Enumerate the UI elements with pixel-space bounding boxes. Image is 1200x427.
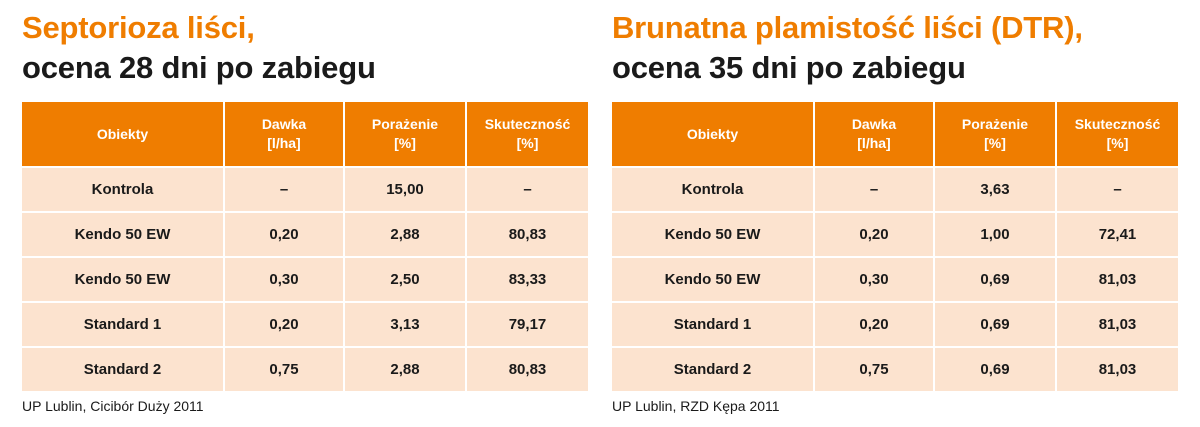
cell-skutecznosc: 81,03 (1056, 346, 1178, 391)
panel-subtitle: ocena 35 dni po zabiegu (612, 50, 966, 85)
header-unit: [l/ha] (857, 135, 891, 151)
source-note: UP Lublin, RZD Kępa 2011 (612, 398, 780, 414)
panel-subtitle: ocena 28 dni po zabiegu (22, 50, 376, 85)
cell-dawka: 0,20 (814, 211, 935, 257)
table-row: Standard 1 0,20 0,69 81,03 (612, 301, 1178, 347)
cell-obiekt: Standard 2 (612, 346, 815, 391)
header-obiekty: Obiekty (22, 102, 225, 167)
header-label: Skuteczność (484, 116, 571, 132)
header-label: Porażenie (371, 116, 439, 132)
panel-title: Brunatna plamistość liści (DTR), (612, 10, 1083, 45)
header-row: Obiekty Dawka [l/ha] Porażenie [%] Skutecz… (22, 102, 588, 167)
cell-skutecznosc: 81,03 (1056, 256, 1178, 302)
header-label: Dawka (851, 116, 897, 132)
table-row: Standard 2 0,75 0,69 81,03 (612, 346, 1178, 391)
cell-skutecznosc: – (466, 166, 588, 212)
cell-skutecznosc: 81,03 (1056, 301, 1178, 347)
cell-skutecznosc: 72,41 (1056, 211, 1178, 257)
cell-obiekt: Kontrola (612, 166, 815, 212)
header-dawka: Dawka [l/ha] (814, 102, 935, 167)
table-row: Kendo 50 EW 0,30 0,69 81,03 (612, 256, 1178, 302)
header-porazenie: Porażenie [%] (344, 102, 467, 167)
table-row: Kendo 50 EW 0,20 2,88 80,83 (22, 211, 588, 257)
cell-skutecznosc: 79,17 (466, 301, 588, 347)
cell-dawka: 0,75 (814, 346, 935, 391)
cell-porazenie: 2,88 (344, 346, 467, 391)
panel-title: Septorioza liści, (22, 10, 255, 45)
cell-porazenie: 1,00 (934, 211, 1057, 257)
table-row: Kontrola – 3,63 – (612, 166, 1178, 212)
cell-obiekt: Standard 1 (612, 301, 815, 347)
header-unit: [l/ha] (267, 135, 301, 151)
results-table: Obiekty Dawka [l/ha] Porażenie [%] Skutecz… (612, 102, 1178, 391)
header-skutecznosc: Skuteczność [%] (466, 102, 588, 167)
cell-obiekt: Kendo 50 EW (22, 256, 225, 302)
cell-dawka: 0,20 (224, 301, 345, 347)
header-unit: [%] (984, 135, 1006, 151)
table-row: Standard 1 0,20 3,13 79,17 (22, 301, 588, 347)
table-row: Standard 2 0,75 2,88 80,83 (22, 346, 588, 391)
cell-dawka: – (224, 166, 345, 212)
cell-obiekt: Kendo 50 EW (612, 211, 815, 257)
header-row: Obiekty Dawka [l/ha] Porażenie [%] Skutecz… (612, 102, 1178, 167)
table-row: Kontrola – 15,00 – (22, 166, 588, 212)
header-label: Obiekty (686, 125, 739, 142)
cell-skutecznosc: 80,83 (466, 211, 588, 257)
cell-dawka: 0,20 (814, 301, 935, 347)
cell-porazenie: 15,00 (344, 166, 467, 212)
cell-obiekt: Standard 1 (22, 301, 225, 347)
header-label: Obiekty (96, 125, 149, 142)
cell-porazenie: 0,69 (934, 346, 1057, 391)
header-obiekty: Obiekty (612, 102, 815, 167)
cell-skutecznosc: – (1056, 166, 1178, 212)
cell-porazenie: 2,88 (344, 211, 467, 257)
header-unit: [%] (394, 135, 416, 151)
cell-dawka: – (814, 166, 935, 212)
cell-obiekt: Standard 2 (22, 346, 225, 391)
header-unit: [%] (1106, 135, 1129, 151)
cell-obiekt: Kendo 50 EW (612, 256, 815, 302)
cell-dawka: 0,20 (224, 211, 345, 257)
cell-porazenie: 3,13 (344, 301, 467, 347)
header-label: Skuteczność (1074, 116, 1161, 132)
header-label: Dawka (261, 116, 307, 132)
cell-dawka: 0,30 (224, 256, 345, 302)
header-skutecznosc: Skuteczność [%] (1056, 102, 1178, 167)
source-note: UP Lublin, Cicibór Duży 2011 (22, 398, 204, 414)
cell-obiekt: Kendo 50 EW (22, 211, 225, 257)
cell-dawka: 0,30 (814, 256, 935, 302)
cell-skutecznosc: 80,83 (466, 346, 588, 391)
cell-dawka: 0,75 (224, 346, 345, 391)
table-row: Kendo 50 EW 0,30 2,50 83,33 (22, 256, 588, 302)
table-row: Kendo 50 EW 0,20 1,00 72,41 (612, 211, 1178, 257)
cell-porazenie: 3,63 (934, 166, 1057, 212)
cell-skutecznosc: 83,33 (466, 256, 588, 302)
cell-porazenie: 0,69 (934, 256, 1057, 302)
header-porazenie: Porażenie [%] (934, 102, 1057, 167)
cell-porazenie: 2,50 (344, 256, 467, 302)
header-unit: [%] (516, 135, 539, 151)
dtr-panel: Brunatna plamistość liści (DTR), ocena 3… (612, 0, 1188, 427)
header-dawka: Dawka [l/ha] (224, 102, 345, 167)
septorioza-panel: Septorioza liści, ocena 28 dni po zabieg… (22, 0, 598, 427)
cell-obiekt: Kontrola (22, 166, 225, 212)
results-table: Obiekty Dawka [l/ha] Porażenie [%] Skutecz… (22, 102, 588, 391)
cell-porazenie: 0,69 (934, 301, 1057, 347)
header-label: Porażenie (961, 116, 1029, 132)
